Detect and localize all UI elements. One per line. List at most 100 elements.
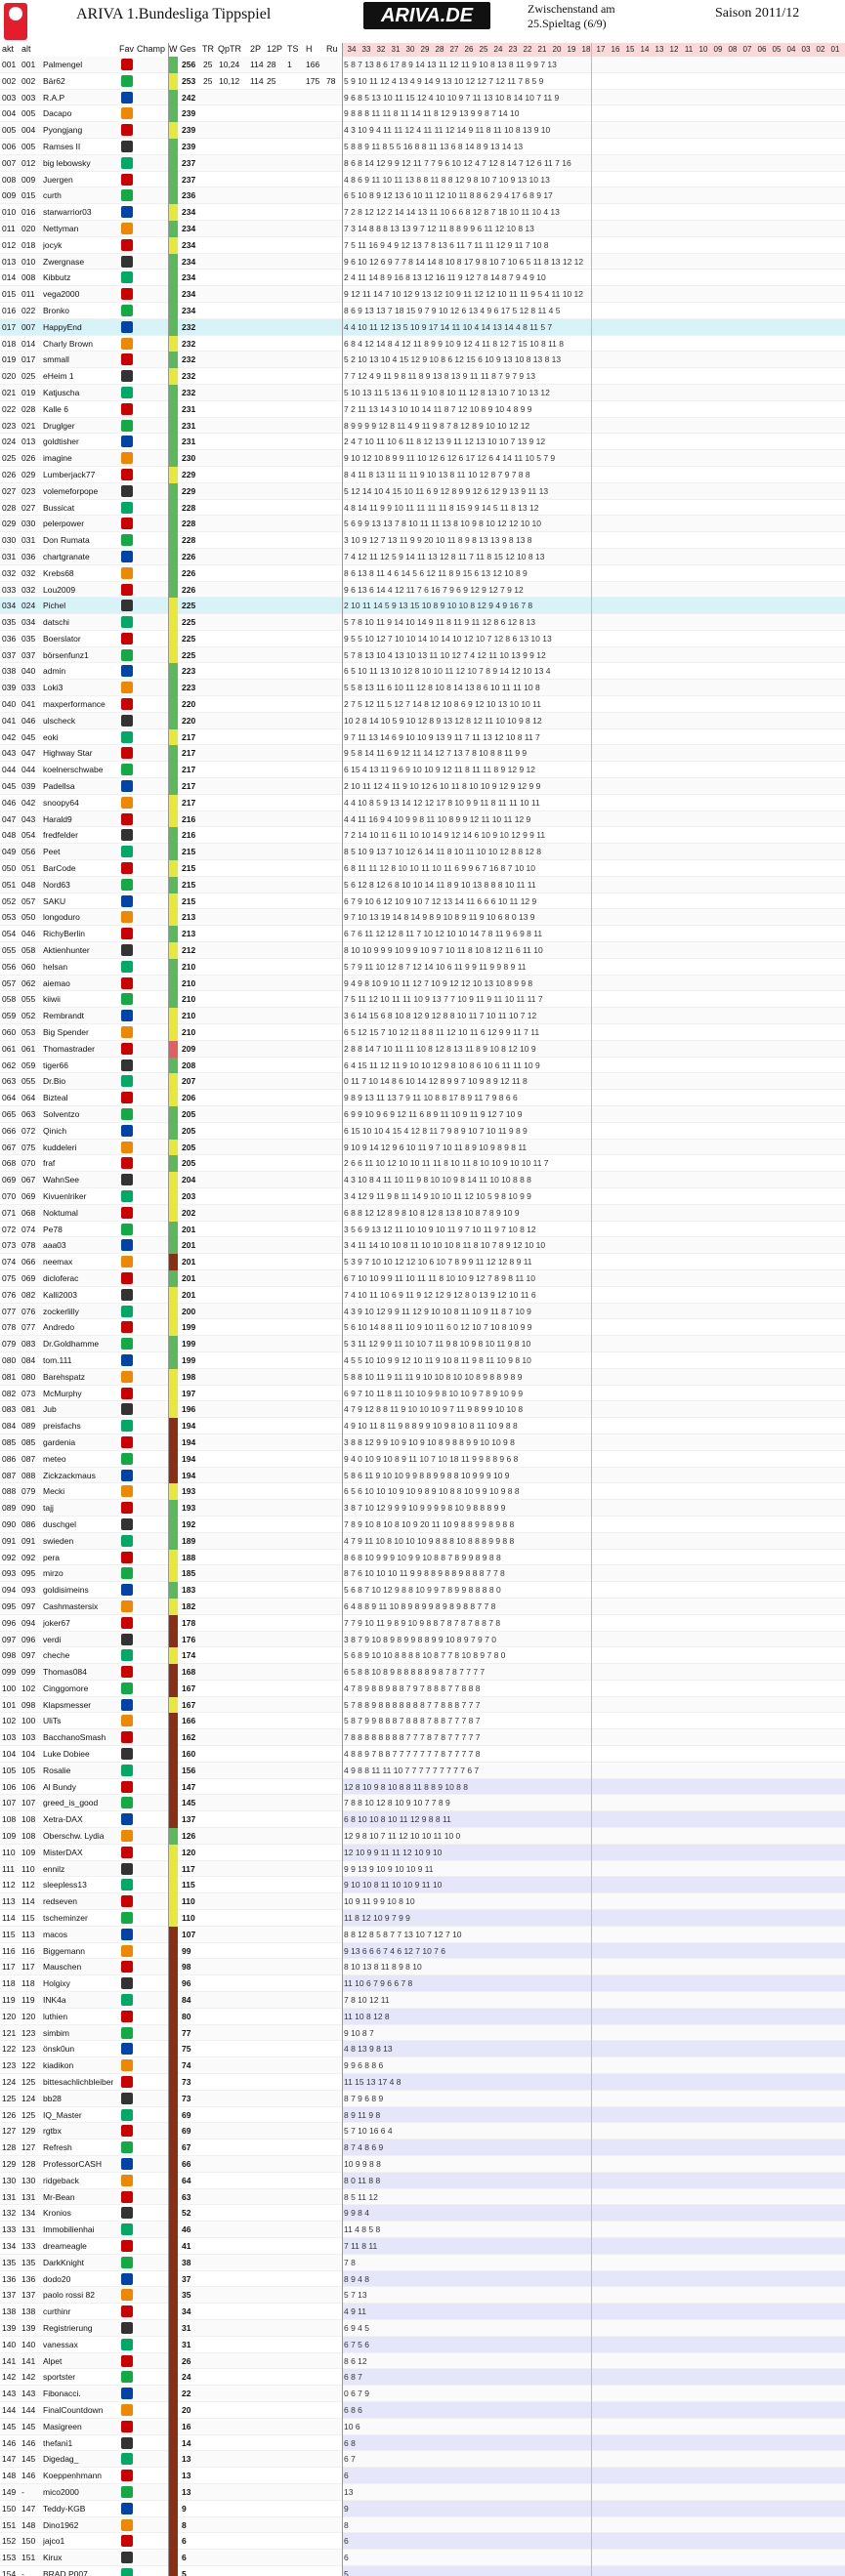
table-row[interactable]: 046 042 snoopy64 217 4 4 10 8 5 9 13 14 12 1… [0, 794, 845, 811]
table-row[interactable]: 107 107 greed_is_good 145 7 8 8 10 12 8 10 9… [0, 1795, 845, 1812]
table-row[interactable]: 028 027 Bussicat 228 4 8 14 11 9 9 10 11 11 … [0, 499, 845, 517]
table-row[interactable]: 010 016 starwarrior03 234 7 2 8 12 12 2 14 1… [0, 204, 845, 221]
table-row[interactable]: 088 079 Mecki 193 6 5 6 10 10 10 9 10 9 8 9 … [0, 1483, 845, 1501]
player-name[interactable]: Lou2009 [43, 584, 76, 595]
player-name[interactable]: Refresh [43, 2142, 72, 2153]
player-name[interactable]: admin [43, 666, 66, 677]
player-name[interactable]: fraf [43, 1158, 56, 1169]
table-row[interactable]: 064 064 Bizteal 206 9 8 9 13 11 13 7 9 11 10… [0, 1090, 845, 1106]
table-row[interactable]: 143 143 Fibonacci. 22 0 6 7 9 [0, 2386, 845, 2402]
player-name[interactable]: BRAD P007 [43, 2568, 88, 2576]
table-row[interactable]: 056 060 helsan 210 5 7 9 11 10 12 8 7 12 14 … [0, 958, 845, 976]
player-name[interactable]: Kivuenlriker [43, 1190, 87, 1201]
player-name[interactable]: meteo [43, 1453, 66, 1464]
player-name[interactable]: bittesachlichbleiben [43, 2077, 113, 2088]
table-row[interactable]: 027 023 volemeforpope 229 5 12 14 10 4 15 10… [0, 482, 845, 500]
player-name[interactable]: Digedag_ [43, 2454, 79, 2465]
player-name[interactable]: Ramses II [43, 141, 81, 151]
player-name[interactable]: IQ_Master [43, 2109, 82, 2120]
ariva-logo[interactable]: ARIVA.DE [363, 2, 490, 29]
table-row[interactable]: 102 100 UliTs 166 5 8 7 9 9 8 8 8 7 8 8 8 7 … [0, 1713, 845, 1730]
table-row[interactable]: 128 127 Refresh 67 8 7 4 8 6 9 [0, 2140, 845, 2156]
table-row[interactable]: 119 119 INK4a 84 7 8 10 12 11 [0, 1992, 845, 2009]
player-name[interactable]: Lumberjack77 [43, 469, 96, 479]
player-name[interactable]: tajj [43, 1503, 54, 1514]
player-name[interactable]: Dr.Goldhamme [43, 1339, 100, 1350]
table-row[interactable]: 068 070 fraf 205 2 6 6 11 10 12 10 10 11 11 … [0, 1155, 845, 1173]
player-name[interactable]: ridgeback [43, 2175, 79, 2185]
table-row[interactable]: 069 067 WahnSee 204 4 3 10 8 4 11 10 11 9 8 … [0, 1172, 845, 1188]
player-name[interactable]: dreameagle [43, 2240, 87, 2251]
table-row[interactable]: 052 057 SAKU 215 6 7 9 10 6 12 10 9 10 7 12 … [0, 893, 845, 910]
player-name[interactable]: UliTs [43, 1716, 62, 1726]
table-row[interactable]: 042 045 eoki 217 9 7 11 13 14 6 9 10 10 9 13… [0, 728, 845, 746]
player-name[interactable]: thefani1 [43, 2437, 73, 2448]
table-row[interactable]: 025 026 imagine 230 9 10 12 10 8 9 9 11 10 1… [0, 450, 845, 467]
player-name[interactable]: redseven [43, 1896, 77, 1907]
player-name[interactable]: Noktumal [43, 1207, 78, 1218]
player-name[interactable]: curth [43, 190, 62, 201]
player-name[interactable]: kuddeleri [43, 1142, 77, 1152]
table-row[interactable]: 134 133 dreameagle 41 7 11 8 11 [0, 2237, 845, 2255]
table-row[interactable]: 012 018 jocyk 234 7 5 11 16 9 4 9 12 13 7 8 … [0, 236, 845, 254]
player-name[interactable]: Teddy-KGB [43, 2503, 86, 2514]
table-row[interactable]: 139 139 Registrierung 31 6 9 4 5 [0, 2319, 845, 2337]
table-row[interactable]: 070 069 Kivuenlriker 203 3 4 12 9 11 9 8 11 … [0, 1187, 845, 1205]
table-row[interactable]: 014 008 Kibbutz 234 2 4 11 14 8 9 16 8 13 12… [0, 270, 845, 287]
player-name[interactable]: Charly Brown [43, 338, 94, 349]
player-name[interactable]: Peet [43, 847, 61, 857]
table-row[interactable]: 142 142 sportster 24 6 8 7 [0, 2369, 845, 2387]
table-row[interactable]: 113 114 redseven 110 10 9 11 9 9 10 8 10 [0, 1893, 845, 1911]
player-name[interactable]: McMurphy [43, 1388, 82, 1398]
table-row[interactable]: 096 094 joker67 178 7 7 9 10 11 9 8 9 10 9 8… [0, 1614, 845, 1632]
table-row[interactable]: 055 058 Aktienhunter 212 8 10 10 9 9 9 10 9 … [0, 942, 845, 959]
player-name[interactable]: goldisimeins [43, 1585, 89, 1596]
table-row[interactable]: 085 085 gardenia 194 3 8 8 12 9 9 10 9 10 9 … [0, 1433, 845, 1451]
table-row[interactable]: 118 118 Holgixy 96 11 10 6 7 9 6 6 7 8 [0, 1975, 845, 1993]
player-name[interactable]: Bär62 [43, 75, 65, 86]
player-name[interactable]: jocyk [43, 239, 63, 250]
player-name[interactable]: Druglger [43, 420, 75, 431]
player-name[interactable]: koelnerschwabe [43, 765, 104, 775]
table-row[interactable]: 054 046 RichyBerlin 213 6 7 6 11 12 12 8 11 … [0, 926, 845, 943]
player-name[interactable]: Palmengel [43, 60, 83, 69]
player-name[interactable]: Luke Dobiee [43, 1749, 90, 1760]
table-row[interactable]: 005 004 Pyongjang 239 4 3 10 9 4 11 11 12 4 … [0, 122, 845, 139]
player-name[interactable]: Solventzo [43, 1109, 80, 1119]
table-row[interactable]: 032 032 Krebs68 226 8 6 13 8 11 4 6 14 5 6 1… [0, 564, 845, 582]
player-name[interactable]: sleepless13 [43, 1880, 87, 1890]
player-name[interactable]: mico2000 [43, 2486, 79, 2497]
table-row[interactable]: 059 052 Rembrandt 210 3 6 14 15 6 8 10 8 12 … [0, 1008, 845, 1025]
player-name[interactable]: vanessax [43, 2339, 78, 2349]
player-name[interactable]: Koeppenhmann [43, 2471, 103, 2481]
player-name[interactable]: Oberschw. Lydia [43, 1831, 105, 1842]
player-name[interactable]: eHeim 1 [43, 371, 74, 382]
table-row[interactable]: 131 131 Mr-Bean 63 8 5 11 12 [0, 2188, 845, 2206]
player-name[interactable]: greed_is_good [43, 1798, 99, 1808]
player-name[interactable]: Kibbutz [43, 272, 71, 283]
player-name[interactable]: Thomas084 [43, 1667, 87, 1678]
player-name[interactable]: Pe78 [43, 1224, 63, 1234]
player-name[interactable]: duschgel [43, 1518, 77, 1529]
player-name[interactable]: goldtisher [43, 436, 79, 447]
player-name[interactable]: ProfessorCASH [43, 2159, 102, 2169]
player-name[interactable]: luthien [43, 2011, 68, 2021]
table-row[interactable]: 074 066 neemax 201 5 3 9 7 10 10 12 12 10 6 … [0, 1254, 845, 1270]
player-name[interactable]: Immobilienhai [43, 2224, 95, 2235]
table-row[interactable]: 094 093 goldisimeins 183 5 6 8 7 10 12 9 8 8… [0, 1582, 845, 1599]
table-row[interactable]: 122 123 önsk0un 75 4 8 13 9 8 13 [0, 2041, 845, 2058]
table-row[interactable]: 090 086 duschgel 192 7 8 9 10 8 10 8 10 9 20… [0, 1516, 845, 1533]
table-row[interactable]: 081 080 Barehspatz 198 5 8 8 10 11 9 11 11 9… [0, 1368, 845, 1386]
player-name[interactable]: fredfelder [43, 830, 78, 841]
player-name[interactable]: eoki [43, 731, 59, 742]
player-name[interactable]: Rosalie [43, 1765, 71, 1775]
player-name[interactable]: big lebowsky [43, 157, 91, 168]
player-name[interactable]: Alpet [43, 2355, 63, 2366]
table-row[interactable]: 075 069 dicloferac 201 6 7 10 10 9 9 11 10 1… [0, 1269, 845, 1287]
table-row[interactable]: 153 151 Kirux 6 6 [0, 2550, 845, 2566]
table-row[interactable]: 023 021 Druglger 231 8 9 9 9 9 12 8 11 4 9 1… [0, 417, 845, 435]
table-row[interactable]: 016 022 Bronko 234 8 6 9 13 13 7 18 15 9 7 9… [0, 302, 845, 319]
player-name[interactable]: Kalli2003 [43, 1289, 77, 1300]
player-name[interactable]: Mr-Bean [43, 2191, 75, 2202]
table-row[interactable]: 086 087 meteo 194 9 4 0 10 9 10 8 9 11 10 7 … [0, 1450, 845, 1468]
